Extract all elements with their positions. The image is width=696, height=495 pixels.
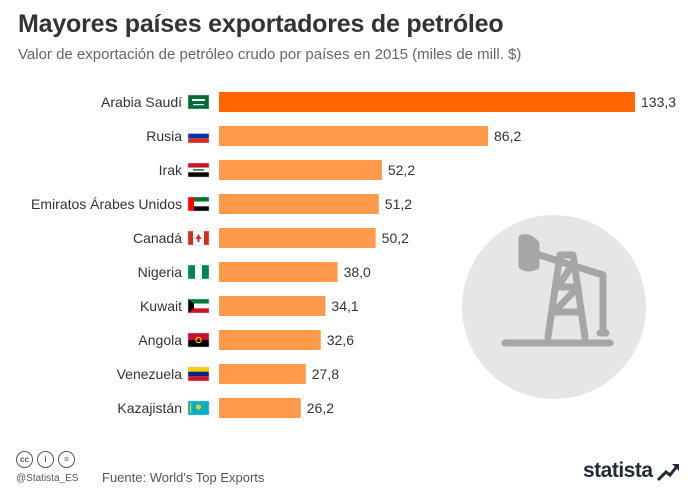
license-icons: cc i = [16, 451, 75, 468]
bar [219, 194, 379, 214]
canada-flag-icon [187, 230, 210, 246]
category-label: Venezuela [117, 366, 183, 382]
category-label: Rusia [146, 128, 182, 144]
bar [219, 160, 382, 180]
iraq-flag-icon [187, 162, 210, 178]
no-derivatives-icon: = [58, 451, 75, 468]
category-label: Canadá [133, 230, 182, 246]
value-label: 133,3 [641, 94, 676, 110]
value-label: 27,8 [312, 366, 339, 382]
category-label: Emiratos Árabes Unidos [31, 196, 182, 212]
bar [219, 364, 306, 384]
chart-title: Mayores países exportadores de petróleo [18, 10, 504, 38]
bar [219, 92, 635, 112]
bar-row: Arabia Saudí 133,3 [101, 92, 676, 112]
bar-row: Irak 52,2 [159, 160, 415, 180]
source-note: Fuente: World's Top Exports [102, 470, 265, 485]
nigeria-flag-icon [187, 264, 210, 280]
bar-row: Angola 32,6 [138, 330, 354, 350]
category-label: Kazajistán [117, 400, 182, 416]
oil-pumpjack-icon [462, 215, 646, 399]
attribution-icon: i [37, 451, 54, 468]
value-label: 50,2 [382, 230, 409, 246]
value-label: 34,1 [331, 298, 358, 314]
twitter-handle: @Statista_ES [16, 473, 79, 484]
uae-flag-icon [187, 196, 210, 212]
saudi-arabia-flag-icon [187, 94, 210, 110]
kuwait-flag-icon [187, 298, 210, 314]
bar-row: Canadá 50,2 [133, 228, 409, 248]
category-label: Kuwait [140, 298, 182, 314]
chart-subtitle: Valor de exportación de petróleo crudo p… [18, 46, 522, 63]
bar-row: Emiratos Árabes Unidos 51,2 [31, 194, 412, 214]
bar [219, 262, 338, 282]
bar [219, 228, 376, 248]
bar-row: Kazajistán 26,2 [117, 398, 334, 418]
category-label: Angola [138, 332, 182, 348]
kazakhstan-flag-icon [187, 400, 210, 416]
bar [219, 296, 326, 316]
category-label: Arabia Saudí [101, 94, 182, 110]
venezuela-flag-icon [187, 366, 210, 382]
value-label: 38,0 [344, 264, 371, 280]
value-label: 52,2 [388, 162, 415, 178]
bar [219, 398, 301, 418]
value-label: 51,2 [385, 196, 412, 212]
bar-row: Venezuela 27,8 [117, 364, 339, 384]
russia-flag-icon [187, 128, 210, 144]
bar-row: Nigeria 38,0 [138, 262, 371, 282]
statista-logo: statista [583, 459, 653, 482]
angola-flag-icon [187, 332, 210, 348]
bar [219, 126, 489, 146]
bar-chart: Arabia Saudí 133,3 Rusia 86,2 Irak 52,2 Emirat… [31, 92, 676, 418]
category-label: Irak [159, 162, 183, 178]
value-label: 86,2 [494, 128, 521, 144]
value-label: 26,2 [307, 400, 334, 416]
statista-logo-mark [656, 464, 680, 482]
bar-row: Kuwait 34,1 [140, 296, 359, 316]
value-label: 32,6 [327, 332, 354, 348]
creative-commons-icon: cc [16, 451, 33, 468]
category-label: Nigeria [138, 264, 183, 280]
bar-row: Rusia 86,2 [146, 126, 521, 146]
bar [219, 330, 321, 350]
